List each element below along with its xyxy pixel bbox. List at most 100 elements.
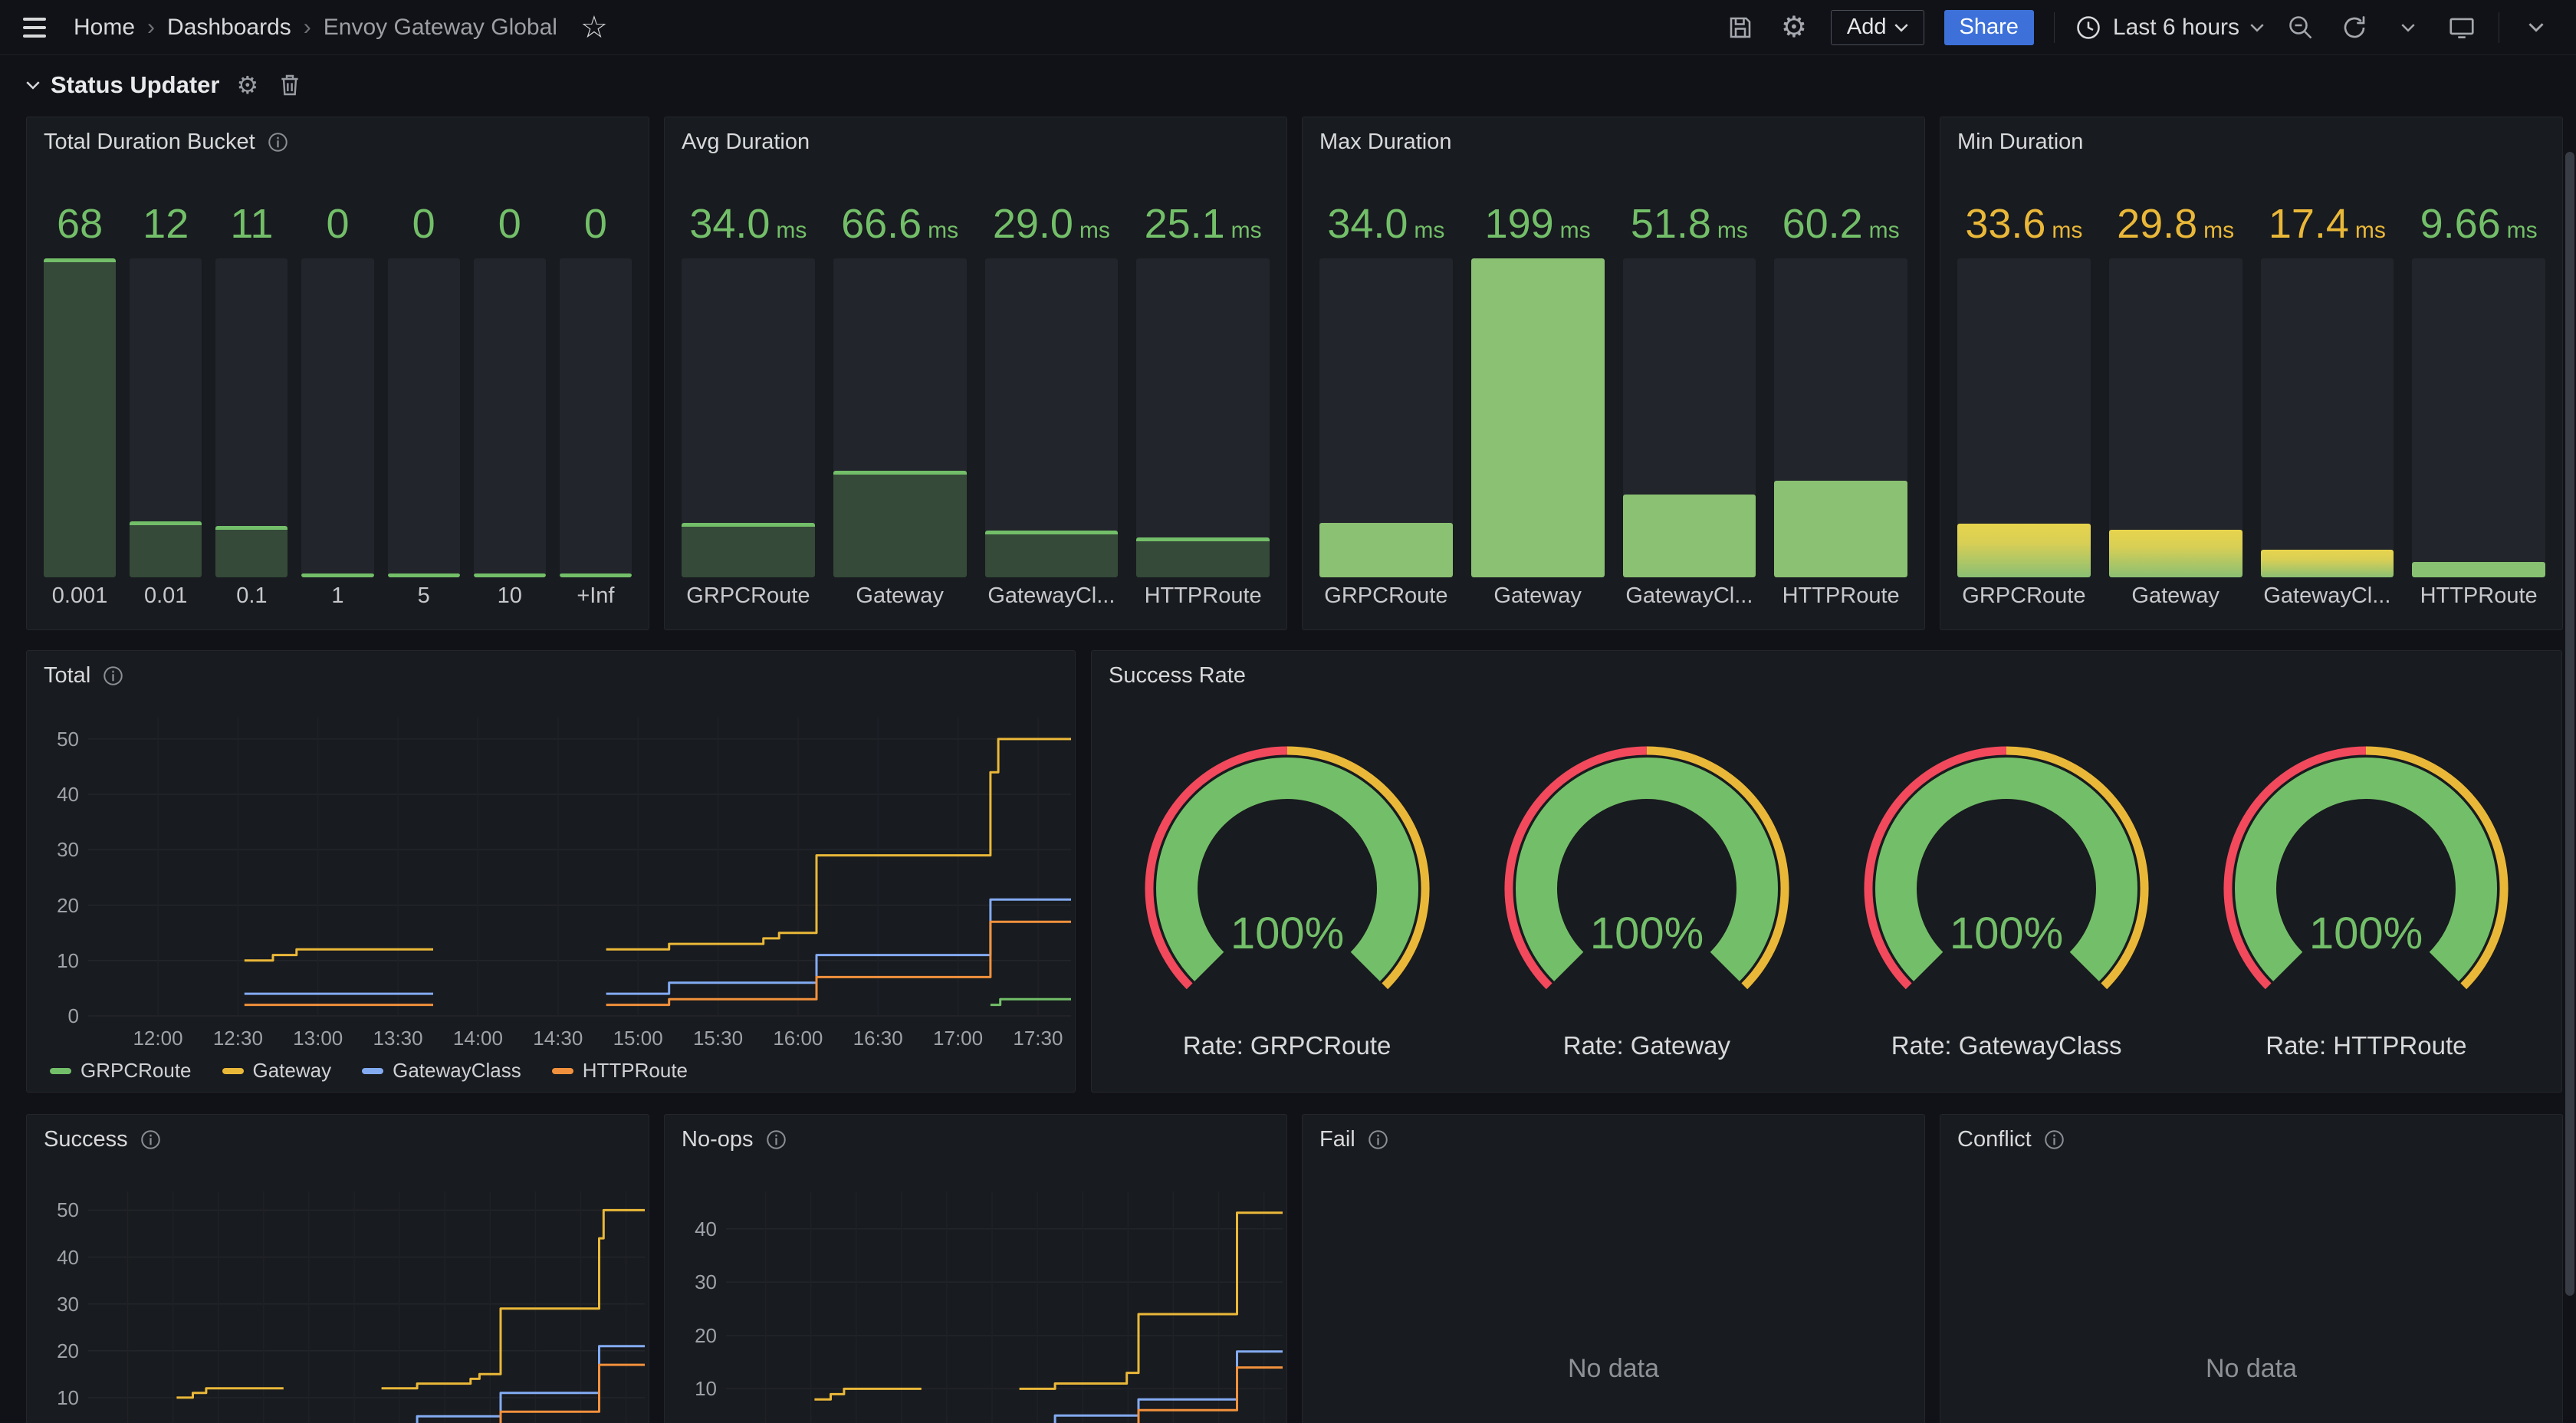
share-button[interactable]: Share — [1944, 10, 2034, 45]
bar-track[interactable] — [44, 258, 116, 577]
refresh-icon[interactable] — [2338, 11, 2371, 44]
bar-fill — [301, 573, 373, 577]
panel-header[interactable]: Avg Duration — [665, 117, 1286, 161]
bar-track[interactable] — [2412, 258, 2545, 577]
legend-item-gatewayclass[interactable]: GatewayClass — [362, 1059, 521, 1083]
panel-info-icon[interactable] — [766, 1129, 787, 1150]
bar-label-cell: 1 — [301, 583, 373, 619]
bar-value-cell: 25.1ms — [1136, 200, 1270, 254]
row-settings-gear-icon[interactable]: ⚙ — [236, 73, 258, 97]
panel-header[interactable]: Fail — [1303, 1115, 1924, 1158]
bar-track[interactable] — [1623, 258, 1756, 577]
navbar-more-chevron-icon[interactable] — [2519, 11, 2553, 44]
bar-labels-row: 0.0010.010.11510+Inf — [44, 583, 632, 619]
favorite-star-icon[interactable]: ☆ — [577, 11, 611, 44]
add-button[interactable]: Add — [1831, 10, 1924, 45]
bar-track[interactable] — [833, 258, 967, 577]
bar-track-cell — [301, 258, 373, 577]
vertical-scrollbar[interactable] — [2565, 152, 2574, 1296]
y-axis-tick-label: 20 — [671, 1324, 717, 1348]
y-axis-tick-label: 50 — [33, 1198, 79, 1222]
refresh-interval-chevron-icon[interactable] — [2391, 11, 2425, 44]
breadcrumb-dashboards[interactable]: Dashboards — [167, 15, 291, 41]
panel-title: Fail — [1319, 1127, 1355, 1152]
menu-icon[interactable] — [23, 12, 54, 43]
tv-mode-icon[interactable] — [2445, 11, 2479, 44]
row-delete-trash-icon[interactable] — [278, 73, 301, 97]
bar-track[interactable] — [985, 258, 1119, 577]
bar-value-number: 9.66 — [2420, 200, 2501, 248]
panel-header[interactable]: Min Duration — [1940, 117, 2562, 161]
bar-track[interactable] — [2109, 258, 2242, 577]
panel-header[interactable]: Conflict — [1940, 1115, 2562, 1158]
bar-track[interactable] — [301, 258, 373, 577]
bar-value-unit: ms — [2052, 218, 2082, 244]
bar-track-cell — [2261, 258, 2394, 577]
bar-fill — [985, 531, 1119, 577]
bar-label-cell: GatewayCl... — [1623, 583, 1756, 619]
bar-labels-row: GRPCRouteGatewayGatewayCl...HTTPRoute — [1319, 583, 1907, 619]
bar-value: 51.8ms — [1631, 200, 1748, 254]
bar-fill — [1623, 495, 1756, 577]
bar-track[interactable] — [1957, 258, 2091, 577]
panel-info-icon[interactable] — [140, 1129, 161, 1150]
save-dashboard-icon[interactable] — [1723, 11, 1757, 44]
panel-info-icon[interactable] — [103, 665, 123, 686]
bar-track[interactable] — [130, 258, 202, 577]
y-axis-tick-label: 20 — [33, 1339, 79, 1363]
bar-label-cell: GatewayCl... — [985, 583, 1119, 619]
bar-fill — [2261, 550, 2394, 577]
panel-header[interactable]: No-ops — [665, 1115, 1286, 1158]
panel-title: Success — [44, 1127, 128, 1152]
panel-header[interactable]: Success — [27, 1115, 649, 1158]
legend-item-httproute[interactable]: HTTPRoute — [552, 1059, 688, 1083]
panel-header[interactable]: Total — [27, 651, 1075, 695]
bar-tracks-row — [682, 258, 1270, 577]
panel-header[interactable]: Success Rate — [1092, 651, 2561, 695]
bar-track[interactable] — [560, 258, 632, 577]
bar-track[interactable] — [388, 258, 460, 577]
gauge-label: Rate: HTTPRoute — [2266, 1031, 2466, 1060]
bar-value: 68 — [57, 200, 103, 254]
legend-item-grpcroute[interactable]: GRPCRoute — [50, 1059, 192, 1083]
panel-info-icon[interactable] — [2044, 1129, 2065, 1150]
bar-track-cell — [833, 258, 967, 577]
bar-track[interactable] — [2261, 258, 2394, 577]
bar-value-cell: 0 — [560, 200, 632, 254]
total-plot-area[interactable] — [88, 717, 1071, 1016]
row-toggle[interactable]: Status Updater — [26, 71, 219, 99]
bar-label: HTTPRoute — [2420, 583, 2538, 619]
bar-label: GRPCRoute — [1324, 583, 1447, 619]
bar-track-cell — [2412, 258, 2545, 577]
bar-track[interactable] — [682, 258, 815, 577]
panel-header[interactable]: Max Duration — [1303, 117, 1924, 161]
bar-fill — [1774, 481, 1907, 577]
bar-track[interactable] — [1136, 258, 1270, 577]
bar-track[interactable] — [1774, 258, 1907, 577]
bar-track-cell — [474, 258, 546, 577]
bar-value-unit: ms — [1717, 218, 1748, 244]
bar-fill — [560, 573, 632, 577]
panel-info-icon[interactable] — [1368, 1129, 1388, 1150]
panel-success-chart: Success1020304050 — [26, 1114, 649, 1423]
bar-track[interactable] — [474, 258, 546, 577]
noops-plot-area[interactable] — [726, 1191, 1283, 1423]
panel-header[interactable]: Total Duration Bucket — [27, 117, 649, 161]
y-axis-tick-label: 30 — [33, 1293, 79, 1316]
bar-fill — [2109, 530, 2242, 577]
bar-label-cell: GatewayCl... — [2261, 583, 2394, 619]
panel-info-icon[interactable] — [268, 132, 288, 153]
bar-label: 1 — [331, 583, 343, 619]
success-plot-area[interactable] — [88, 1191, 645, 1423]
bar-track[interactable] — [1319, 258, 1453, 577]
time-range-picker[interactable]: Last 6 hours — [2075, 14, 2264, 41]
bar-track[interactable] — [215, 258, 288, 577]
breadcrumb-home[interactable]: Home — [74, 15, 135, 41]
legend-item-gateway[interactable]: Gateway — [222, 1059, 332, 1083]
bar-labels-row: GRPCRouteGatewayGatewayCl...HTTPRoute — [682, 583, 1270, 619]
no-data-message: No data — [1303, 1354, 1924, 1384]
zoom-out-icon[interactable] — [2284, 11, 2318, 44]
bar-track[interactable] — [1471, 258, 1605, 577]
bar-tracks-row — [1319, 258, 1907, 577]
dashboard-settings-gear-icon[interactable]: ⚙ — [1777, 11, 1811, 44]
